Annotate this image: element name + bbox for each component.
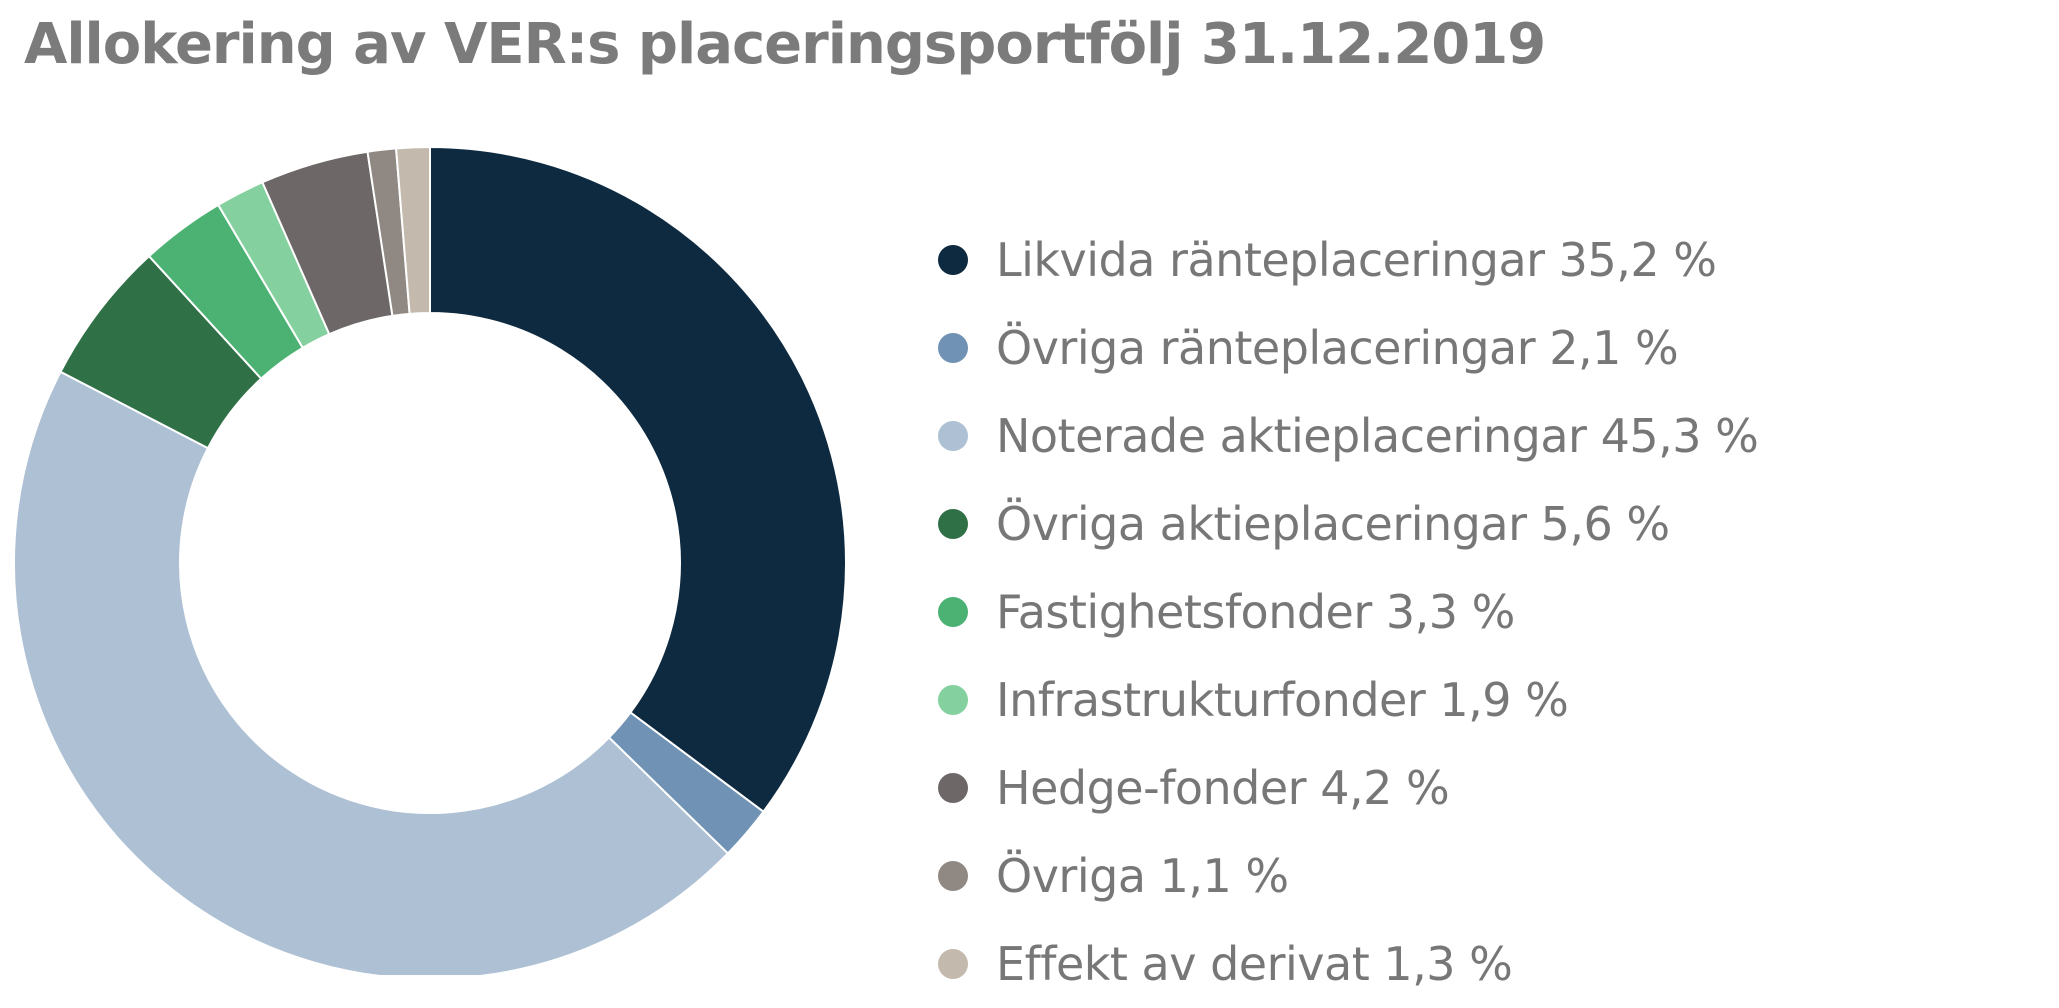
legend-label: Fastighetsfonder 3,3 % — [996, 585, 1515, 639]
legend-swatch — [938, 509, 968, 539]
donut-slice — [430, 147, 846, 812]
legend-label: Övriga 1,1 % — [996, 849, 1289, 903]
legend: Likvida ränteplaceringar 35,2 % Övriga rä… — [938, 216, 1758, 1008]
legend-swatch — [938, 333, 968, 363]
legend-swatch — [938, 685, 968, 715]
legend-item: Övriga ränteplaceringar 2,1 % — [938, 304, 1758, 392]
legend-swatch — [938, 861, 968, 891]
legend-label: Hedge-fonder 4,2 % — [996, 761, 1449, 815]
legend-item: Infrastrukturfonder 1,9 % — [938, 656, 1758, 744]
legend-label: Effekt av derivat 1,3 % — [996, 937, 1512, 991]
legend-swatch — [938, 421, 968, 451]
legend-item: Fastighetsfonder 3,3 % — [938, 568, 1758, 656]
legend-label: Övriga ränteplaceringar 2,1 % — [996, 321, 1678, 375]
legend-item: Övriga aktieplaceringar 5,6 % — [938, 480, 1758, 568]
legend-item: Hedge-fonder 4,2 % — [938, 744, 1758, 832]
legend-item: Noterade aktieplaceringar 45,3 % — [938, 392, 1758, 480]
legend-item: Övriga 1,1 % — [938, 832, 1758, 920]
legend-item: Likvida ränteplaceringar 35,2 % — [938, 216, 1758, 304]
donut-chart — [0, 0, 880, 975]
legend-label: Likvida ränteplaceringar 35,2 % — [996, 233, 1716, 287]
donut-slice — [14, 372, 728, 975]
legend-swatch — [938, 597, 968, 627]
legend-label: Övriga aktieplaceringar 5,6 % — [996, 497, 1670, 551]
legend-swatch — [938, 773, 968, 803]
legend-swatch — [938, 245, 968, 275]
legend-label: Noterade aktieplaceringar 45,3 % — [996, 409, 1758, 463]
legend-item: Effekt av derivat 1,3 % — [938, 920, 1758, 1008]
legend-label: Infrastrukturfonder 1,9 % — [996, 673, 1568, 727]
